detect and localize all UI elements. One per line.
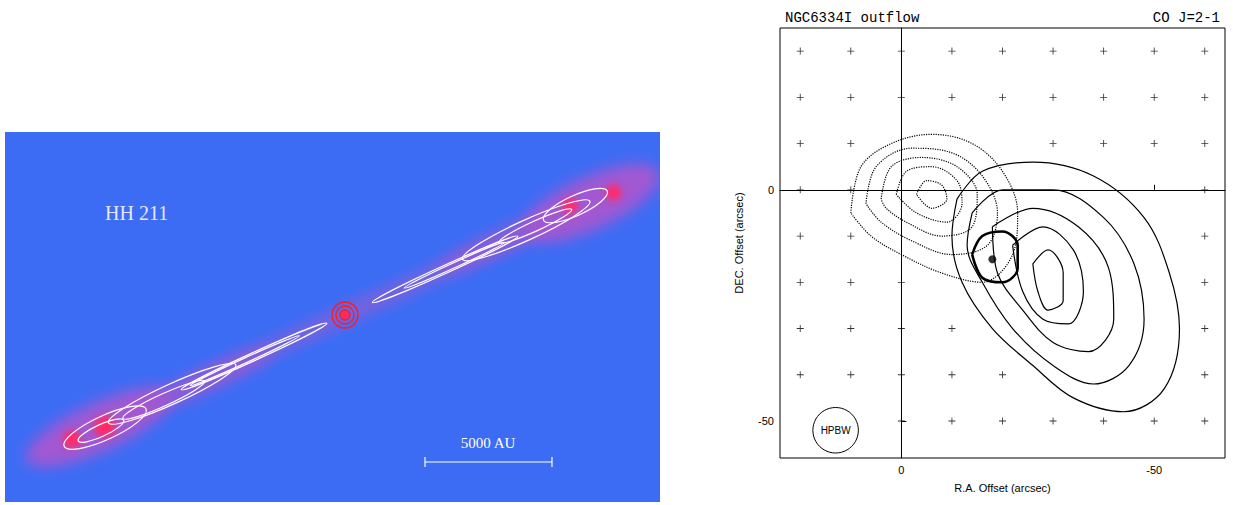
svg-text:5000 AU: 5000 AU (461, 435, 516, 451)
svg-text:0: 0 (768, 184, 774, 196)
svg-text:DEC. Offset (arcsec): DEC. Offset (arcsec) (733, 192, 745, 293)
svg-text:-50: -50 (758, 415, 774, 427)
svg-text:0: 0 (898, 464, 904, 476)
svg-text:-50: -50 (1146, 464, 1162, 476)
svg-text:HH 211: HH 211 (105, 202, 168, 224)
svg-text:R.A. Offset (arcsec): R.A. Offset (arcsec) (954, 482, 1050, 494)
svg-text:NGC6334I outflow: NGC6334I outflow (785, 10, 920, 26)
svg-text:CO J=2-1: CO J=2-1 (1153, 10, 1220, 26)
svg-text:HPBW: HPBW (821, 425, 852, 436)
